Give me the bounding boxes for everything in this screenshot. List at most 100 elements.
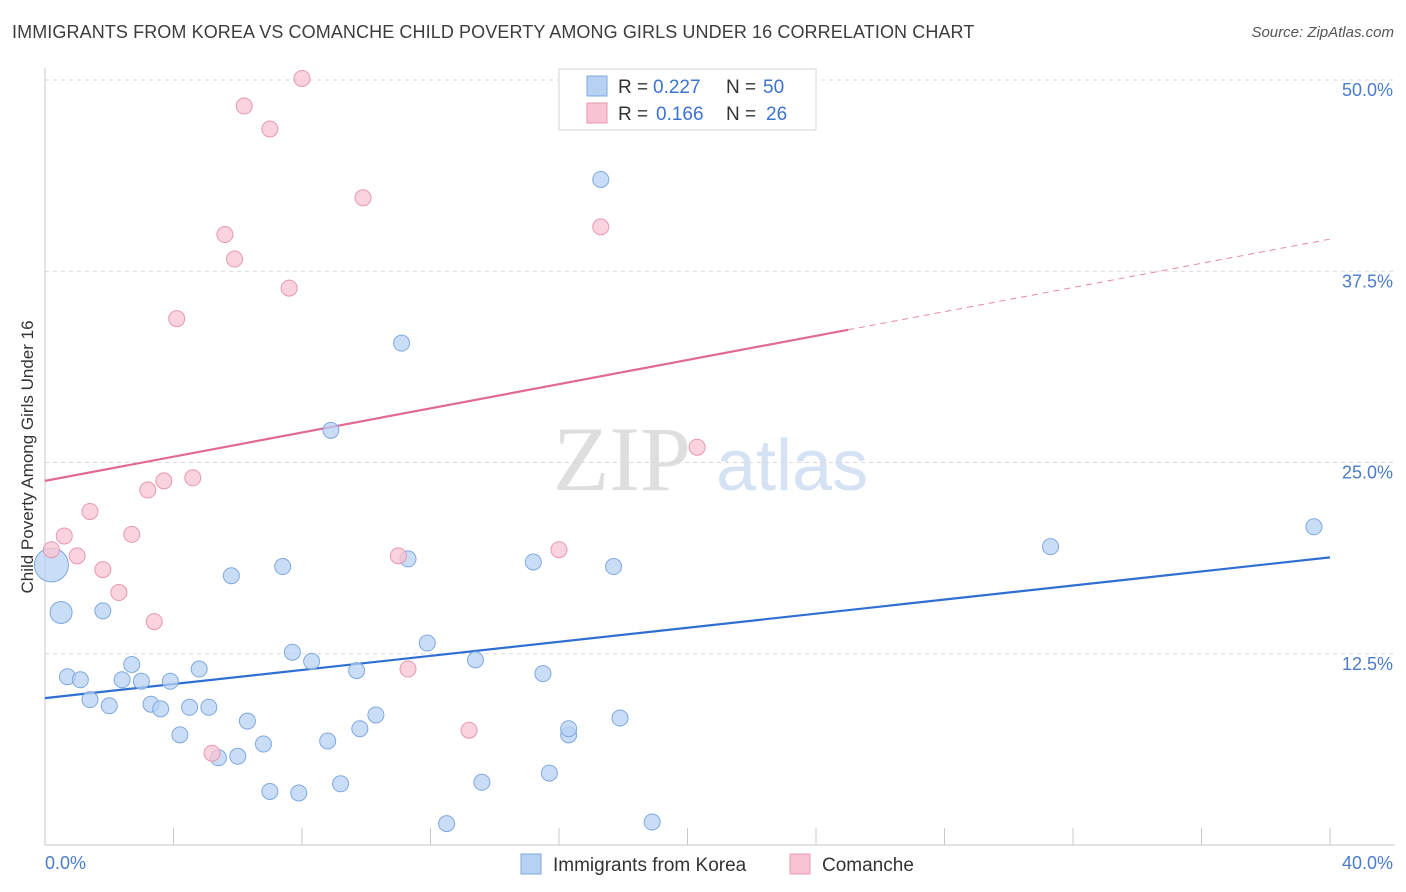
data-point-pink	[399, 660, 417, 678]
data-point-blue	[332, 775, 350, 793]
data-point-blue	[254, 735, 272, 753]
trend-line-blue	[44, 556, 1331, 700]
data-point-blue	[605, 558, 623, 576]
data-point-pink	[216, 226, 234, 244]
data-point-blue	[540, 764, 558, 782]
data-point-blue	[190, 660, 208, 678]
legend-swatch-korea	[586, 75, 608, 97]
legend-n-value-korea: 50	[763, 77, 784, 98]
data-point-blue	[473, 773, 491, 791]
data-point-pink	[168, 310, 186, 328]
data-point-blue	[466, 651, 484, 669]
legend-r-value-korea: 0.227	[653, 77, 701, 98]
bottom-legend: Immigrants from Korea Comanche	[520, 853, 914, 876]
trend-line-pink	[44, 328, 849, 482]
data-point-blue	[222, 567, 240, 585]
data-point-blue	[152, 700, 170, 718]
data-point-blue	[132, 672, 150, 690]
data-point-blue	[238, 712, 256, 730]
data-point-blue	[283, 643, 301, 661]
data-point-pink	[226, 250, 244, 268]
data-point-pink	[145, 613, 163, 631]
trend-lines	[44, 238, 1331, 700]
data-point-pink	[123, 525, 141, 543]
data-point-blue	[161, 672, 179, 690]
data-point-blue	[367, 706, 385, 724]
data-point-blue	[274, 558, 292, 576]
grid	[45, 79, 1395, 655]
axes: 12.5% 25.0% 37.5% 50.0% 0.0% 40.0%	[44, 68, 1395, 873]
data-point-blue	[81, 691, 99, 709]
data-point-blue	[94, 602, 112, 620]
data-point-pink	[110, 584, 128, 602]
data-point-blue	[393, 334, 411, 352]
x-tick-label-max: 40.0%	[1342, 853, 1393, 873]
data-point-blue	[524, 553, 542, 571]
data-point-pink	[42, 541, 60, 559]
y-tick-label: 50.0%	[1342, 80, 1393, 100]
data-point-pink	[592, 218, 610, 236]
data-point-pink	[688, 438, 706, 456]
data-point-blue	[113, 671, 131, 689]
bottom-legend-label-comanche: Comanche	[822, 855, 914, 876]
watermark-zip: ZIP	[553, 408, 691, 510]
trend-line-extension-pink	[848, 238, 1331, 331]
data-point-blue	[351, 720, 369, 738]
data-point-pink	[94, 561, 112, 579]
data-point-blue	[123, 655, 141, 673]
data-point-pink	[280, 279, 298, 297]
legend-swatch-comanche	[586, 102, 608, 124]
data-point-blue	[418, 634, 436, 652]
data-point-blue	[319, 732, 337, 750]
y-axis-title: Child Poverty Among Girls Under 16	[18, 320, 37, 593]
data-point-blue	[100, 697, 118, 715]
data-point-pink	[261, 120, 279, 138]
legend-r-label-comanche: R =	[618, 104, 648, 125]
data-point-blue	[181, 698, 199, 716]
data-point-blue	[348, 662, 366, 680]
data-point-blue	[200, 698, 218, 716]
bottom-legend-label-korea: Immigrants from Korea	[553, 855, 747, 876]
data-point-pink	[68, 547, 86, 565]
data-point-pink	[139, 481, 157, 499]
chart-title: IMMIGRANTS FROM KOREA VS COMANCHE CHILD …	[12, 22, 975, 42]
data-point-pink	[293, 69, 311, 87]
data-point-pink	[184, 469, 202, 487]
data-point-pink	[354, 189, 372, 207]
data-point-pink	[81, 502, 99, 520]
data-point-blue	[560, 720, 578, 738]
legend-n-label-korea: N =	[726, 77, 756, 98]
x-tick-label-min: 0.0%	[45, 853, 86, 873]
data-point-blue	[290, 784, 308, 802]
legend-n-value-comanche: 26	[766, 104, 787, 125]
data-point-blue	[322, 421, 340, 439]
y-tick-label: 37.5%	[1342, 271, 1393, 291]
y-tick-label: 12.5%	[1342, 654, 1393, 674]
data-point-pink	[155, 472, 173, 490]
bottom-legend-swatch-korea	[520, 853, 542, 875]
data-point-pink	[235, 97, 253, 115]
bottom-legend-swatch-comanche	[789, 853, 811, 875]
data-point-blue	[261, 782, 279, 800]
y-tick-label: 25.0%	[1342, 463, 1393, 483]
data-point-blue	[171, 726, 189, 744]
watermark: ZIP atlas	[553, 408, 868, 510]
legend-box: R = 0.227 N = 50 R = 0.166 N = 26	[558, 68, 817, 131]
data-point-pink	[203, 744, 221, 762]
legend-r-value-comanche: 0.166	[656, 104, 704, 125]
data-point-blue	[1042, 538, 1060, 556]
watermark-atlas: atlas	[716, 426, 868, 506]
data-point-blue	[643, 813, 661, 831]
data-point-blue	[534, 665, 552, 683]
data-point-pink	[550, 541, 568, 559]
data-point-blue	[592, 170, 610, 188]
data-point-blue	[438, 815, 456, 833]
data-point-blue	[71, 671, 89, 689]
legend-n-label-comanche: N =	[726, 104, 756, 125]
source-credit: Source: ZipAtlas.com	[1251, 24, 1394, 41]
data-points	[33, 69, 1323, 833]
data-point-pink	[460, 721, 478, 739]
data-point-pink	[55, 527, 73, 545]
data-point-blue	[1305, 518, 1323, 536]
